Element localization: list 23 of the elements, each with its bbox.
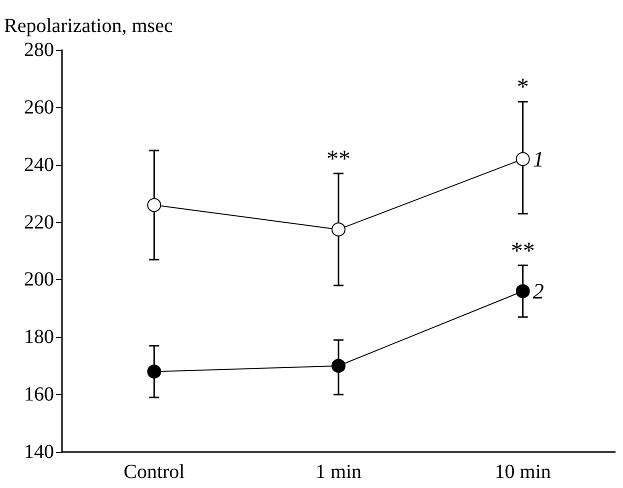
point — [516, 284, 530, 298]
y-tick-label: 180 — [24, 326, 54, 348]
y-tick-label: 160 — [24, 384, 54, 406]
point — [332, 358, 346, 373]
x-tick-label: 1 min — [315, 461, 362, 483]
annotation: * — [516, 74, 529, 101]
point — [147, 198, 162, 212]
point — [516, 152, 530, 166]
annotation: ** — [510, 238, 535, 264]
y-axis-title: Repolarization, msec — [4, 15, 173, 37]
x-tick-label: Control — [124, 461, 186, 483]
y-tick-label: 240 — [24, 154, 54, 176]
point — [332, 222, 346, 236]
y-tick-label: 140 — [24, 441, 54, 463]
y-tick-label: 260 — [24, 96, 54, 118]
series-label: 2 — [532, 278, 544, 304]
y-tick-label: 280 — [24, 39, 54, 61]
annotation: ** — [326, 146, 350, 172]
x-tick-label: 10 min — [494, 461, 551, 483]
y-tick-label: 220 — [24, 211, 54, 234]
point — [147, 364, 162, 379]
y-tick-label: 200 — [24, 268, 54, 291]
series-label: 1 — [532, 146, 544, 172]
